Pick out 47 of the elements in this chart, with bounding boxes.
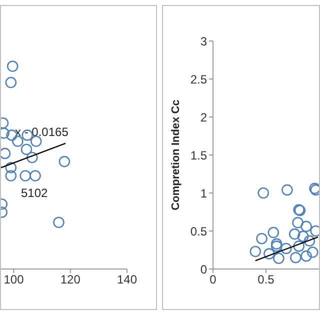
y-tick-label: 1.5: [190, 148, 208, 162]
point: [58, 156, 70, 168]
y-tick-label: 3: [200, 34, 208, 48]
point: [297, 230, 309, 242]
point: [1, 148, 11, 160]
point: [53, 216, 64, 228]
point: [280, 242, 292, 254]
point: [282, 184, 293, 196]
y-tick-label: 0.5: [190, 224, 208, 238]
point: [306, 246, 318, 258]
point: [273, 252, 284, 264]
point: [268, 226, 280, 238]
point: [300, 220, 312, 232]
y-tick-label: 2.5: [190, 72, 208, 86]
y-tick-label: 0: [200, 262, 208, 276]
point: [270, 238, 282, 250]
x-tick-label: 100: [4, 272, 24, 287]
point: [304, 235, 316, 247]
y-axis-title: Compretion Index Cc: [170, 100, 182, 210]
point: [250, 246, 262, 258]
point: [30, 136, 42, 147]
point: [30, 170, 41, 182]
y-tick-label: 2: [200, 110, 208, 124]
point: [22, 130, 33, 141]
point: [270, 240, 282, 252]
point: [5, 170, 17, 182]
point: [290, 252, 302, 264]
point: [12, 136, 24, 147]
y-tick-label: 1: [200, 186, 208, 200]
x-tick-label: 0: [210, 272, 217, 287]
point: [26, 152, 38, 164]
point: [5, 162, 17, 174]
x-tick-label: 0.5: [258, 272, 275, 287]
point: [20, 170, 31, 182]
point: [258, 187, 269, 199]
point: [256, 232, 268, 244]
point: [293, 240, 305, 252]
point: [288, 228, 300, 240]
point: [300, 250, 312, 262]
x-tick-label: 120: [60, 272, 81, 287]
point: [292, 216, 304, 228]
x-tick-label: 140: [116, 272, 138, 287]
point: [20, 144, 32, 156]
point: [5, 76, 17, 88]
point: [264, 248, 275, 260]
annotation: 5102: [21, 186, 48, 200]
point: [6, 60, 18, 72]
